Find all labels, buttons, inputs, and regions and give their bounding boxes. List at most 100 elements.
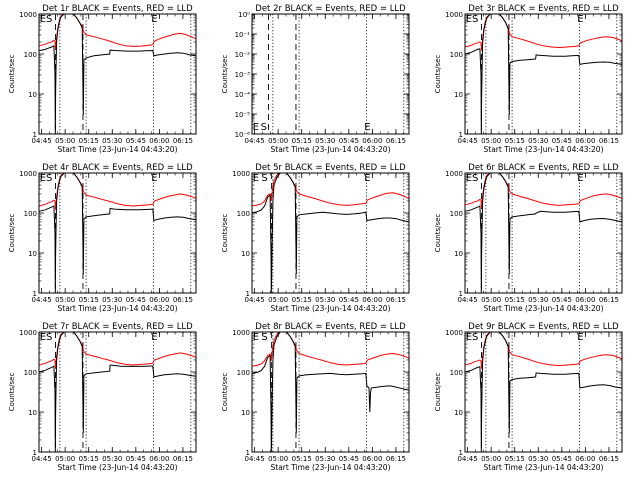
event-marker-label: E: [253, 173, 259, 184]
lld-series-line: [38, 13, 197, 50]
y-tick-label: 10⁻⁵: [235, 111, 251, 119]
panel-title: Det 7r BLACK = Events, RED = LLD: [42, 322, 193, 332]
event-marker-label: E: [253, 332, 259, 343]
event-marker-label: S: [472, 173, 478, 184]
x-tick-label: 04:45: [32, 137, 52, 145]
x-tick-label: 04:45: [32, 455, 52, 463]
event-marker-label: E: [151, 14, 157, 25]
y-axis-label: Counts/sec: [434, 214, 442, 253]
y-tick-label: 1000: [232, 170, 250, 178]
y-tick-label: 1: [246, 449, 250, 457]
x-axis-label: Start Time (23-Jun-14 04:43:20): [484, 463, 604, 472]
y-tick-label: 10⁻⁴: [235, 91, 251, 99]
plot-frame: [464, 331, 623, 453]
y-axis-label: Counts/sec: [8, 55, 16, 94]
plot-frame: [38, 331, 197, 453]
y-axis-label: Counts/sec: [8, 373, 16, 412]
x-tick-label: 06:00: [575, 137, 595, 145]
y-tick-label: 100: [450, 51, 463, 59]
x-tick-label: 04:45: [245, 137, 265, 145]
events-series-line: [38, 331, 197, 453]
y-tick-label: 1000: [19, 170, 37, 178]
lld-series-line: [38, 331, 197, 369]
y-tick-label: 10⁰: [238, 11, 250, 19]
panel-title: Det 9r BLACK = Events, RED = LLD: [468, 322, 619, 332]
x-tick-label: 04:45: [458, 296, 478, 304]
x-tick-label: 06:15: [173, 137, 193, 145]
x-tick-label: 06:15: [386, 296, 406, 304]
event-marker-label: E: [466, 14, 472, 25]
x-tick-label: 05:15: [292, 137, 312, 145]
event-marker-label: S: [261, 332, 267, 343]
y-tick-label: 10⁻⁶: [235, 131, 251, 139]
event-marker-label: E: [364, 332, 370, 343]
x-tick-label: 05:00: [55, 296, 75, 304]
event-marker-label: S: [46, 173, 52, 184]
events-series-line: [38, 13, 197, 135]
y-tick-label: 1000: [232, 329, 250, 337]
y-tick-label: 1000: [445, 11, 463, 19]
x-tick-label: 05:45: [126, 455, 146, 463]
x-tick-label: 05:45: [339, 455, 359, 463]
events-series-line: [251, 331, 410, 453]
event-marker-label: E: [364, 122, 370, 133]
x-axis-label: Start Time (23-Jun-14 04:43:20): [58, 463, 178, 472]
y-tick-label: 10: [454, 409, 463, 417]
y-tick-label: 1: [33, 290, 37, 298]
panel-title: Det 1r BLACK = Events, RED = LLD: [42, 4, 193, 14]
x-tick-label: 05:15: [505, 296, 525, 304]
x-tick-label: 06:00: [575, 455, 595, 463]
panel-title: Det 6r BLACK = Events, RED = LLD: [468, 163, 619, 173]
event-marker-label: S: [261, 173, 267, 184]
panel-title: Det 3r BLACK = Events, RED = LLD: [468, 4, 619, 14]
y-tick-label: 10⁻²: [235, 51, 251, 59]
y-tick-label: 100: [24, 51, 37, 59]
x-tick-label: 05:45: [339, 137, 359, 145]
event-marker-label: E: [364, 173, 370, 184]
panel-title: Det 2r BLACK = Events, RED = LLD: [255, 4, 406, 14]
x-tick-label: 06:00: [362, 455, 382, 463]
y-tick-label: 1: [246, 290, 250, 298]
x-tick-label: 05:15: [79, 137, 99, 145]
x-tick-label: 06:15: [599, 296, 619, 304]
x-tick-label: 04:45: [245, 455, 265, 463]
x-tick-label: 05:15: [79, 455, 99, 463]
event-marker-label: E: [151, 332, 157, 343]
events-series-line: [464, 331, 623, 453]
x-tick-label: 04:45: [32, 296, 52, 304]
panel-title: Det 5r BLACK = Events, RED = LLD: [255, 163, 406, 173]
lld-series-line: [251, 172, 410, 207]
y-tick-label: 10⁻³: [235, 71, 251, 79]
x-tick-label: 05:45: [339, 296, 359, 304]
plot-frame: [38, 13, 197, 135]
events-series-line: [251, 172, 410, 294]
x-tick-label: 05:30: [315, 455, 335, 463]
x-tick-label: 05:30: [528, 137, 548, 145]
event-marker-label: E: [151, 173, 157, 184]
x-tick-label: 05:45: [126, 296, 146, 304]
x-tick-label: 06:15: [386, 455, 406, 463]
x-tick-label: 05:00: [481, 137, 501, 145]
x-tick-label: 05:45: [552, 455, 572, 463]
x-axis-label: Start Time (23-Jun-14 04:43:20): [58, 145, 178, 154]
x-tick-label: 05:00: [268, 455, 288, 463]
y-tick-label: 1: [459, 449, 463, 457]
y-axis-label: Counts/sec: [434, 55, 442, 94]
x-tick-label: 05:30: [528, 296, 548, 304]
x-tick-label: 06:00: [149, 137, 169, 145]
plot-frame: [464, 13, 623, 135]
event-marker-label: E: [40, 332, 46, 343]
y-tick-label: 10: [454, 91, 463, 99]
x-tick-label: 06:15: [599, 137, 619, 145]
x-tick-label: 05:00: [268, 137, 288, 145]
y-tick-label: 1: [459, 131, 463, 139]
x-tick-label: 05:15: [505, 455, 525, 463]
x-tick-label: 04:45: [458, 455, 478, 463]
y-tick-label: 1: [459, 290, 463, 298]
plot-frame: [464, 172, 623, 294]
y-axis-label: Counts/sec: [8, 214, 16, 253]
x-tick-label: 05:15: [79, 296, 99, 304]
y-tick-label: 100: [237, 369, 250, 377]
event-marker-label: S: [46, 14, 52, 25]
